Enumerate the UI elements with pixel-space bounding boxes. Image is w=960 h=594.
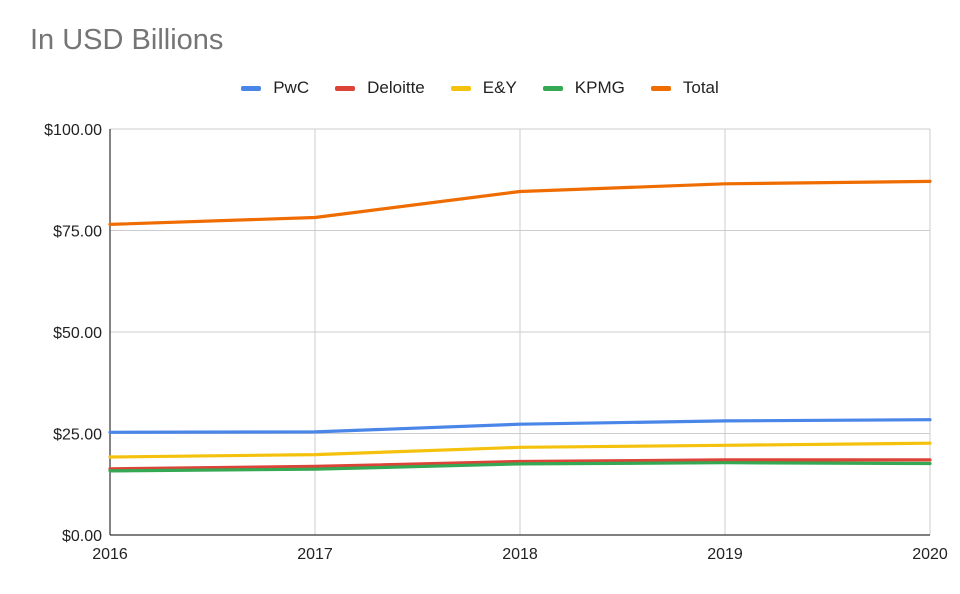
- legend-label-pwc: PwC: [273, 78, 310, 97]
- legend-item-ey: E&Y: [450, 78, 517, 98]
- y-tick-label-3: $75.00: [53, 224, 102, 241]
- series-line-total: [108, 179, 932, 226]
- x-tick-label-0: 2016: [92, 546, 128, 563]
- legend-item-total: Total: [650, 78, 719, 98]
- legend-item-pwc: PwC: [241, 78, 309, 98]
- series-line-pwc: [108, 418, 932, 434]
- legend-item-kpmg: KPMG: [542, 78, 625, 98]
- legend-label-kpmg: KPMG: [574, 78, 625, 97]
- legend-swatch-kpmg: [542, 85, 563, 91]
- x-tick-label-3: 2019: [707, 546, 743, 563]
- legend: PwC Deloitte E&Y KPMG Total: [0, 78, 960, 98]
- legend-swatch-pwc: [241, 85, 262, 91]
- legend-swatch-deloitte: [335, 85, 356, 91]
- series-line-kpmg: [108, 461, 932, 473]
- series-line-deloitte: [108, 458, 932, 471]
- legend-swatch-total: [650, 85, 671, 91]
- y-tick-label-0: $0.00: [62, 528, 102, 545]
- chart-title: In USD Billions: [30, 24, 224, 56]
- legend-item-deloitte: Deloitte: [335, 78, 425, 98]
- y-tick-label-4: $100.00: [44, 122, 102, 139]
- x-tick-label-4: 2020: [912, 546, 948, 563]
- y-tick-label-1: $25.00: [53, 427, 102, 444]
- x-tick-label-1: 2017: [297, 546, 333, 563]
- y-tick-label-2: $50.00: [53, 325, 102, 342]
- legend-label-deloitte: Deloitte: [367, 78, 425, 97]
- legend-label-total: Total: [682, 78, 719, 97]
- series-line-ey: [108, 441, 932, 459]
- x-tick-label-2: 2018: [502, 546, 538, 563]
- legend-label-ey: E&Y: [482, 78, 517, 97]
- legend-swatch-ey: [450, 85, 471, 91]
